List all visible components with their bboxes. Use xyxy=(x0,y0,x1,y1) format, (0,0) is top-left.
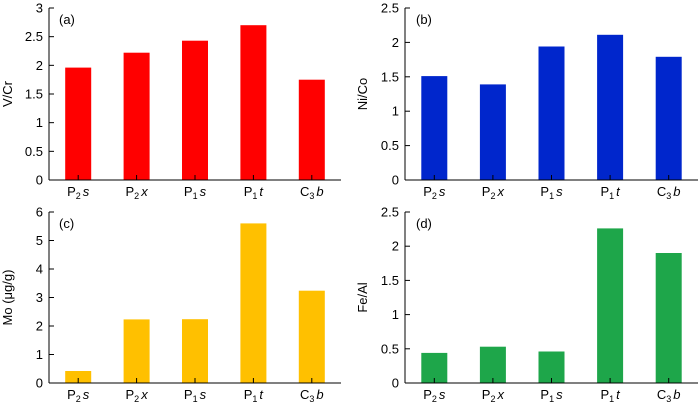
bar xyxy=(421,76,448,180)
y-tick-label: 2.5 xyxy=(381,1,399,16)
x-tick-label: P1 t xyxy=(600,184,621,201)
y-tick-label: 6 xyxy=(36,205,43,220)
x-tick-label: P1 s xyxy=(184,184,207,201)
x-tick-label: P1 s xyxy=(184,387,207,404)
bar xyxy=(65,371,92,383)
y-tick-label: 0 xyxy=(392,376,399,391)
x-tick-label: P2 s xyxy=(67,387,90,404)
x-tick-label: P1 t xyxy=(244,184,265,201)
bar xyxy=(597,34,624,180)
y-tick-label: 2.5 xyxy=(25,29,43,44)
panel-label: (b) xyxy=(416,12,432,27)
bar xyxy=(655,56,682,180)
panel-label: (d) xyxy=(416,216,432,231)
x-tick-label: P2 x xyxy=(126,387,149,404)
bar xyxy=(123,319,150,383)
x-tick-label: P2 s xyxy=(423,387,446,404)
x-tick-label: P2 x xyxy=(482,184,505,201)
chart-panel: 0 0.5 1 1.5 2 2.5 P2 s P2 x P1 s P1 t C3 b Fe/Al (d) xyxy=(355,205,698,404)
y-tick-label: 1 xyxy=(36,115,43,130)
bar xyxy=(298,290,325,383)
bar xyxy=(123,52,150,181)
bar xyxy=(479,346,506,383)
y-tick-label: 1.5 xyxy=(25,87,43,102)
bar xyxy=(538,46,565,180)
y-tick-label: 0 xyxy=(36,376,43,391)
bar xyxy=(182,40,208,181)
bar xyxy=(421,352,448,383)
x-tick-label: P1 t xyxy=(244,387,265,404)
x-tick-label: P2 x xyxy=(482,387,505,404)
y-tick-label: 2 xyxy=(36,319,43,334)
bar xyxy=(298,79,325,180)
bar xyxy=(65,67,92,180)
x-tick-label: P1 s xyxy=(540,387,563,404)
bar xyxy=(479,84,506,180)
x-tick-label: C3 b xyxy=(300,387,324,404)
y-tick-label: 2 xyxy=(392,239,399,254)
y-tick-label: 1 xyxy=(392,307,399,322)
bar xyxy=(655,253,682,383)
bar xyxy=(182,319,208,383)
y-axis-label: Ni/Co xyxy=(355,78,370,111)
x-tick-label: P1 s xyxy=(540,184,563,201)
x-tick-label: P2 s xyxy=(423,184,446,201)
x-tick-label: P2 x xyxy=(126,184,149,201)
bar xyxy=(538,351,565,383)
y-tick-label: 0 xyxy=(36,173,43,188)
chart-panel: 0 1 2 3 4 5 6 P2 s P2 x P1 s P1 t C3 b Mo (μg/g) (c) xyxy=(0,205,341,404)
x-tick-label: P1 t xyxy=(600,387,621,404)
y-tick-label: 1.5 xyxy=(381,69,399,84)
y-tick-label: 0.5 xyxy=(381,138,399,153)
panel-label: (c) xyxy=(59,216,74,231)
chart-panel: 0 0.5 1 1.5 2 2.5 P2 s P2 x P1 s P1 t C3 b Ni/Co (b) xyxy=(355,1,698,201)
x-tick-label: C3 b xyxy=(300,184,324,201)
y-tick-label: 4 xyxy=(36,262,43,277)
y-tick-label: 2.5 xyxy=(381,205,399,220)
y-tick-label: 5 xyxy=(36,233,43,248)
y-tick-label: 0.5 xyxy=(381,341,399,356)
bar xyxy=(240,223,267,383)
y-tick-label: 1.5 xyxy=(381,273,399,288)
chart-panel: 0 0.5 1 1.5 2 2.5 3 P2 s P2 x P1 s P1 t C3 b V/Cr (a) xyxy=(0,1,341,201)
y-tick-label: 3 xyxy=(36,290,43,305)
y-tick-label: 2 xyxy=(36,58,43,73)
y-tick-label: 1 xyxy=(36,347,43,362)
y-tick-label: 0 xyxy=(392,173,399,188)
y-tick-label: 1 xyxy=(392,104,399,119)
y-axis-label: V/Cr xyxy=(0,80,15,107)
x-tick-label: C3 b xyxy=(657,184,681,201)
bar xyxy=(597,228,624,383)
bar xyxy=(240,25,267,181)
x-tick-label: P2 s xyxy=(67,184,90,201)
y-tick-label: 3 xyxy=(36,1,43,16)
y-tick-label: 0.5 xyxy=(25,144,43,159)
y-tick-label: 2 xyxy=(392,35,399,50)
panel-label: (a) xyxy=(59,12,75,27)
y-axis-label: Mo (μg/g) xyxy=(0,270,15,326)
x-tick-label: C3 b xyxy=(657,387,681,404)
y-axis-label: Fe/Al xyxy=(355,282,370,312)
